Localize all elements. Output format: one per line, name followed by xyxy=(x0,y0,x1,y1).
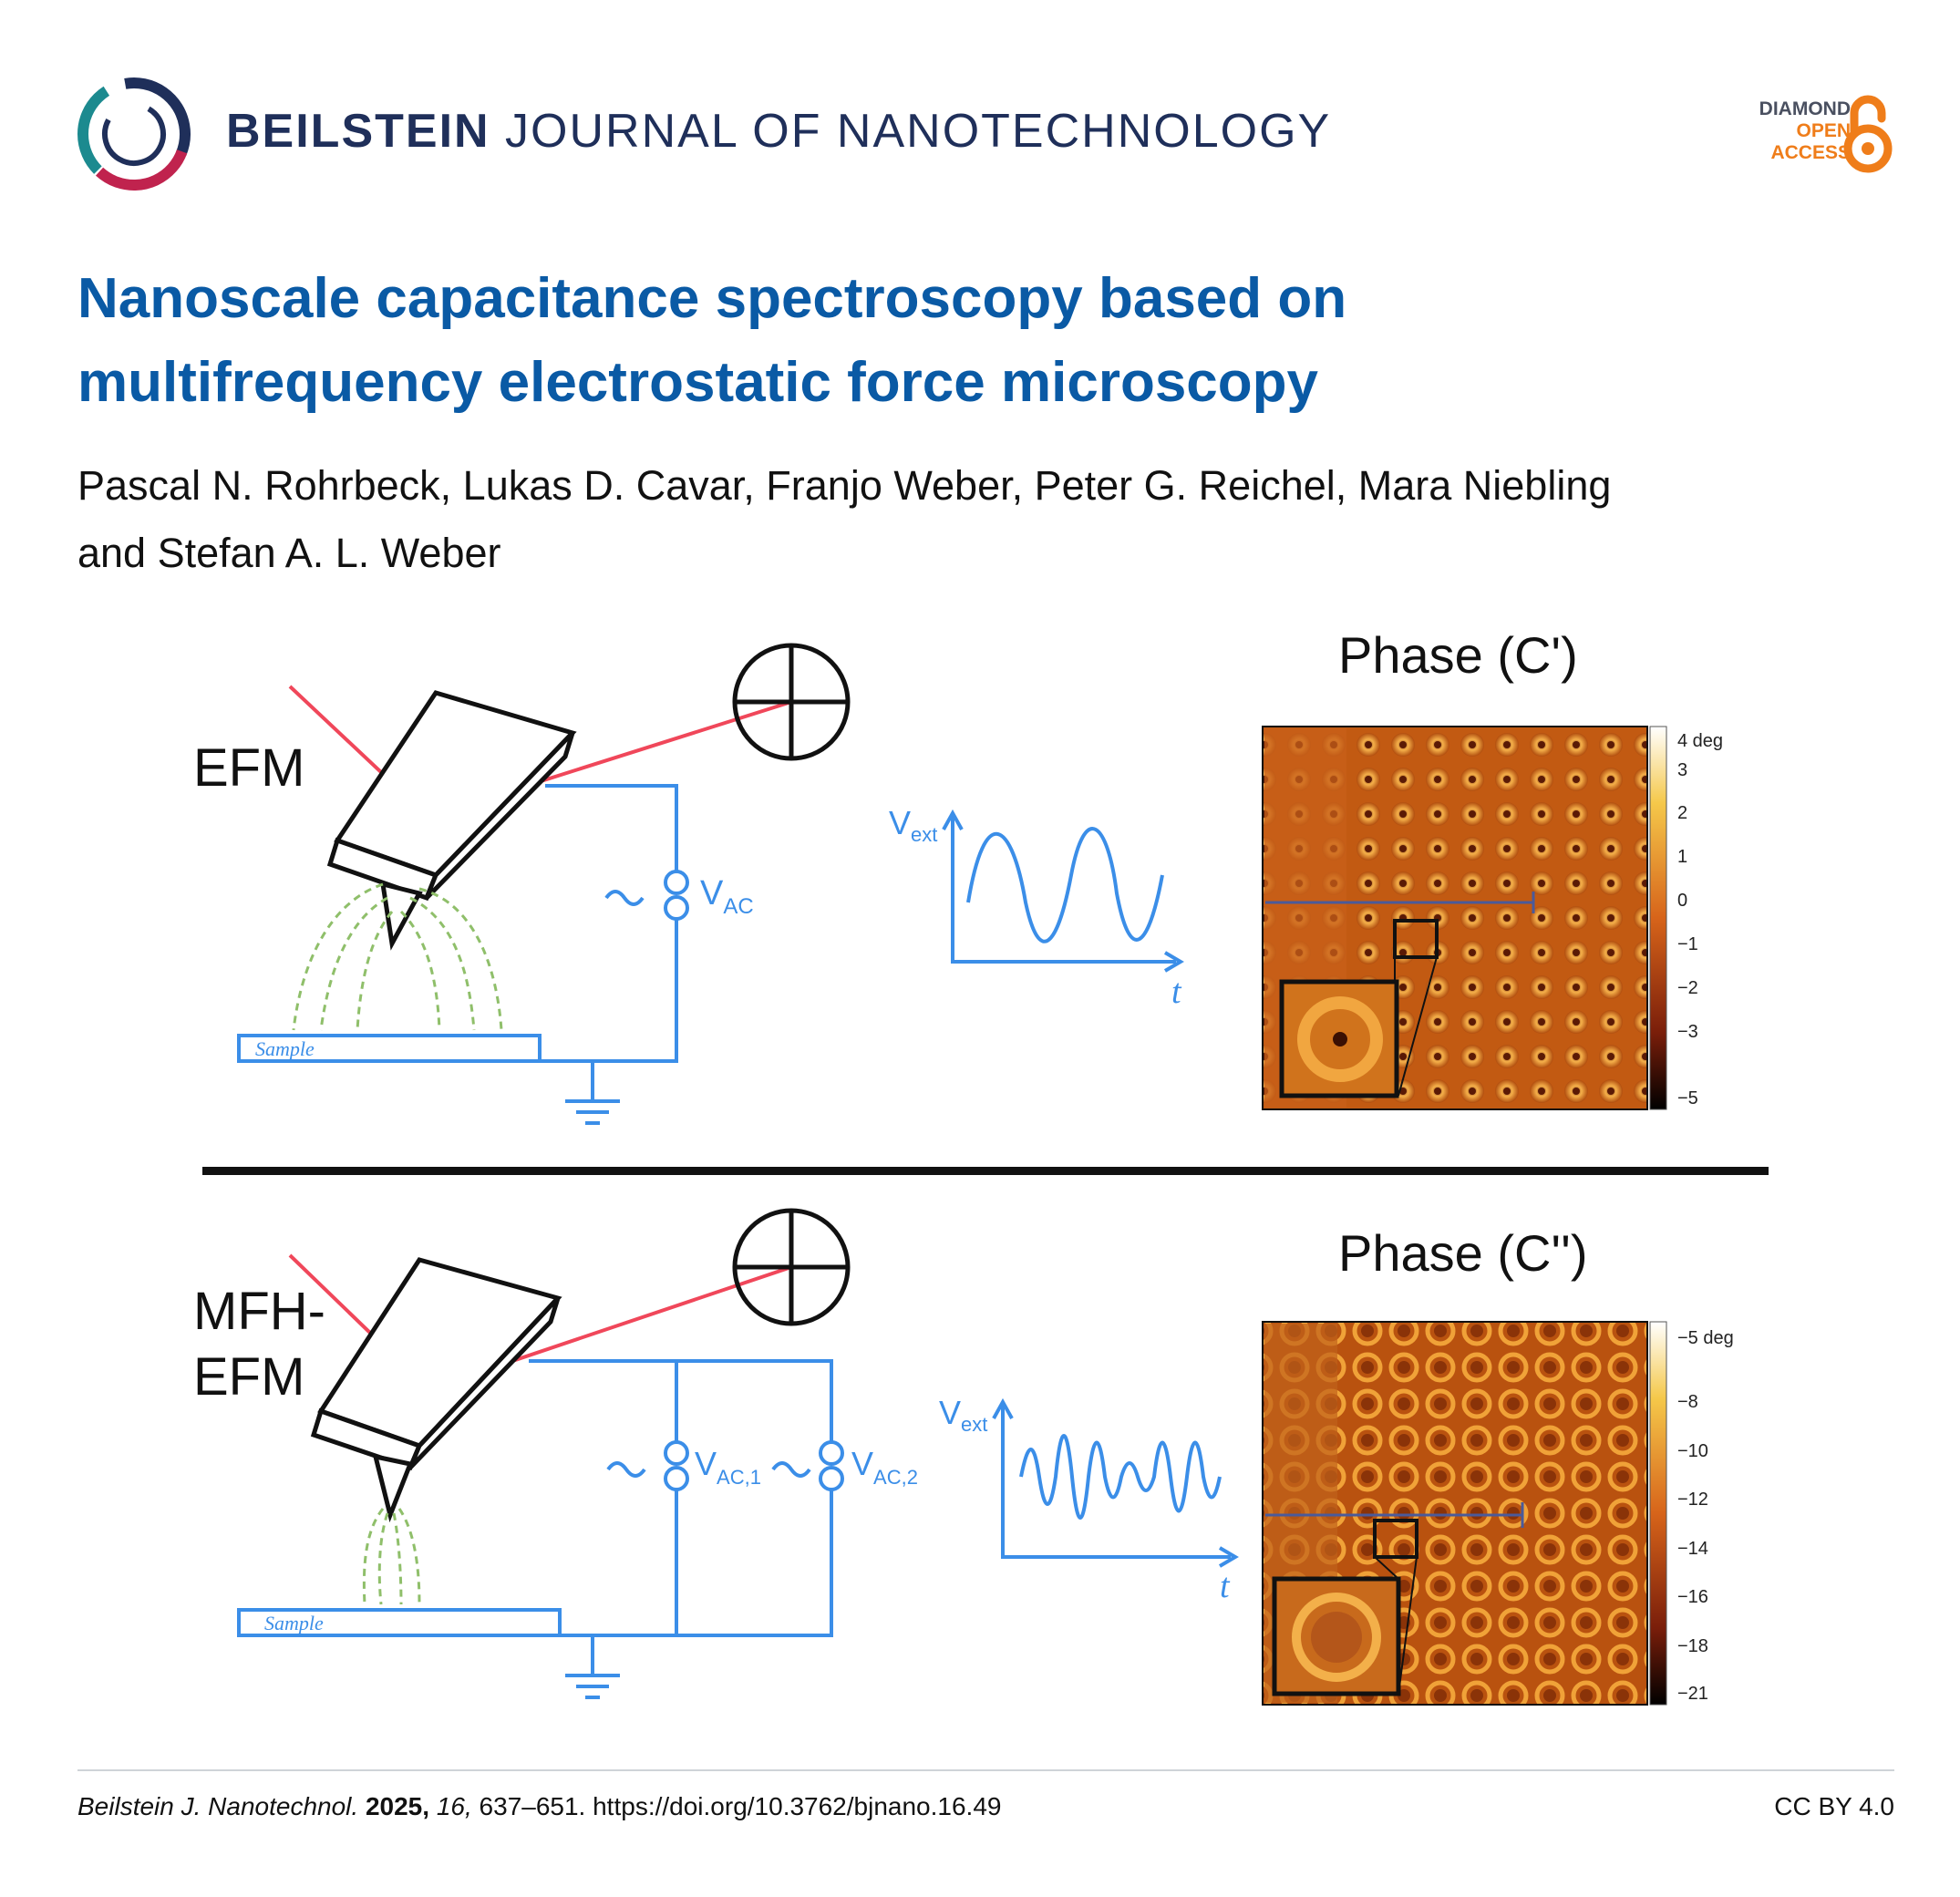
vac2-subscript: AC,2 xyxy=(873,1466,918,1489)
license-label[interactable]: CC BY 4.0 xyxy=(1774,1792,1894,1820)
colorbar-tick: 0 xyxy=(1677,891,1687,911)
signal-plot-bottom xyxy=(992,1397,1239,1568)
colorbar-tick: −5 xyxy=(1677,1088,1698,1108)
sample-label-top: Sample xyxy=(255,1037,315,1060)
colorbar-tick: 2 xyxy=(1677,803,1687,823)
time-label-bottom: t xyxy=(1220,1567,1231,1605)
colorbar-tick: −21 xyxy=(1677,1684,1708,1704)
efm-label: EFM xyxy=(193,738,304,798)
vext-subscript-bottom: ext xyxy=(961,1413,987,1436)
single-frequency-wave xyxy=(966,827,1164,943)
journal-name: BEILSTEIN JOURNAL OF NANOTECHNOLOGY xyxy=(226,104,1331,159)
zoom-connector-2-bottom xyxy=(1398,1556,1418,1695)
journal-name-rest: JOURNAL OF NANOTECHNOLOGY xyxy=(505,105,1332,158)
colorbar-bottom xyxy=(1649,1321,1667,1706)
article-title-line1: Nanoscale capacitance spectroscopy based… xyxy=(77,267,1347,330)
colorbar-ticks-top: 4 deg 3 2 1 0 −1 −2 −3 −5 xyxy=(1677,731,1723,1108)
open-access-badge: DIAMOND OPEN ACCESS xyxy=(1714,98,1851,164)
citation-journal: Beilstein J. Nanotechnol. xyxy=(77,1792,359,1820)
zoom-inset-core-top xyxy=(1333,1032,1347,1046)
colorbar-tick: −2 xyxy=(1677,978,1698,998)
photodetector-icon-bottom xyxy=(732,1208,851,1326)
sample-slab-top xyxy=(237,1034,542,1063)
vac2-label: VAC,2 xyxy=(851,1445,918,1489)
colorbar-tick: −3 xyxy=(1677,1022,1698,1042)
zoom-box-bottom xyxy=(1373,1519,1418,1559)
electric-field-lines-top xyxy=(292,882,503,1031)
cantilever-bottom xyxy=(310,1257,562,1523)
multi-frequency-wave xyxy=(1019,1434,1222,1520)
zoom-connector-1-bottom xyxy=(1374,1556,1399,1580)
vext-symbol-top: V xyxy=(889,804,911,841)
vac-subscript-top: AC xyxy=(723,894,753,919)
colorbar-tick: 1 xyxy=(1677,847,1687,867)
vext-label-bottom: Vext xyxy=(939,1394,987,1436)
vac-symbol-top: V xyxy=(700,874,724,912)
citation-line: Beilstein J. Nanotechnol. 2025, 16, 637–… xyxy=(77,1792,1001,1821)
author-list-line1: Pascal N. Rohrbeck, Lukas D. Cavar, Fran… xyxy=(77,462,1612,509)
vac1-subscript: AC,1 xyxy=(717,1466,761,1489)
mfh-efm-label-line1: MFH- xyxy=(193,1282,325,1341)
citation-doi-link[interactable]: 637–651. https://doi.org/10.3762/bjnano.… xyxy=(479,1792,1002,1820)
author-list: Pascal N. Rohrbeck, Lukas D. Cavar, Fran… xyxy=(77,452,1883,587)
signal-plot-top xyxy=(942,809,1184,973)
journal-logo-icon xyxy=(77,77,191,191)
colorbar-tick: 4 deg xyxy=(1677,731,1723,751)
phase-map-title-bottom: Phase (C'') xyxy=(1338,1224,1587,1282)
zoom-connector-2-top xyxy=(1398,956,1438,1097)
colorbar-tick: −5 deg xyxy=(1677,1328,1734,1348)
mfh-efm-label-line2: EFM xyxy=(193,1347,304,1407)
vext-subscript-top: ext xyxy=(911,823,937,846)
colorbar-tick: −18 xyxy=(1677,1636,1708,1656)
citation-year: 2025, xyxy=(365,1792,430,1820)
sample-label-bottom: Sample xyxy=(264,1612,324,1634)
vext-label-top: Vext xyxy=(889,804,937,846)
ac-circuit-top xyxy=(540,784,689,1125)
journal-name-bold: BEILSTEIN xyxy=(226,105,490,158)
open-access-lock-icon xyxy=(1843,95,1893,173)
vac-label-top: VAC xyxy=(700,874,754,919)
zoom-box-top xyxy=(1393,919,1439,959)
colorbar-tick: −1 xyxy=(1677,934,1698,954)
vac2-symbol: V xyxy=(851,1445,873,1482)
colorbar-tick: 3 xyxy=(1677,760,1687,780)
open-access-line1: DIAMOND xyxy=(1759,98,1851,119)
colorbar-tick: −16 xyxy=(1677,1587,1708,1607)
colorbar-tick: −14 xyxy=(1677,1539,1708,1559)
colorbar-tick: −8 xyxy=(1677,1392,1698,1412)
electric-field-lines-bottom xyxy=(362,1508,421,1605)
cantilever-top xyxy=(326,690,577,951)
vac1-symbol: V xyxy=(695,1445,717,1482)
photodetector-icon-top xyxy=(732,643,851,761)
ac-circuit-bottom xyxy=(529,1359,844,1699)
footer-divider xyxy=(77,1769,1894,1771)
phase-map-title-top: Phase (C') xyxy=(1338,626,1578,684)
open-access-line2: OPEN xyxy=(1796,120,1851,141)
colorbar-tick: −12 xyxy=(1677,1490,1708,1510)
time-label-top: t xyxy=(1171,973,1182,1011)
colorbar-ticks-bottom: −5 deg −8 −10 −12 −14 −16 −18 −21 xyxy=(1677,1328,1734,1704)
vac1-label: VAC,1 xyxy=(695,1445,761,1489)
colorbar-tick: −10 xyxy=(1677,1441,1708,1461)
graphical-abstract-figure: EFM Sample VAC xyxy=(193,626,1769,1706)
zoom-inset-grain-top xyxy=(1297,996,1383,1082)
vext-symbol-bottom: V xyxy=(939,1394,961,1431)
zoom-inset-grain-bottom xyxy=(1292,1593,1381,1682)
citation-volume: 16, xyxy=(436,1792,472,1820)
zoom-inset-core-bottom xyxy=(1311,1612,1362,1663)
colorbar-top xyxy=(1649,726,1667,1110)
author-list-line2: and Stefan A. L. Weber xyxy=(77,530,501,576)
sample-slab-bottom xyxy=(237,1608,562,1637)
panel-divider xyxy=(202,1167,1769,1175)
open-access-line3: ACCESS xyxy=(1770,142,1851,163)
article-title: Nanoscale capacitance spectroscopy based… xyxy=(77,257,1718,425)
article-title-line2: multifrequency electrostatic force micro… xyxy=(77,351,1319,414)
